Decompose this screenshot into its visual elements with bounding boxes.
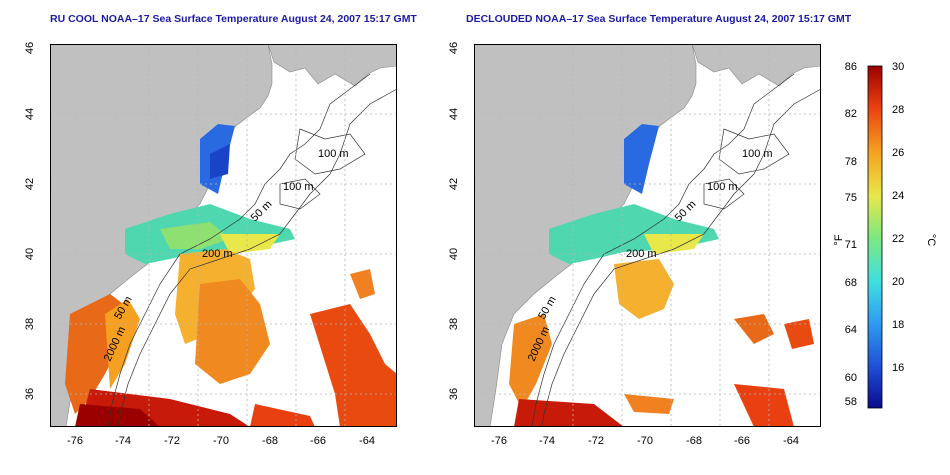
lon-tick: -64	[359, 435, 375, 447]
lon-tick: -74	[115, 435, 131, 447]
c-tick: 30	[892, 61, 904, 73]
lat-tick: 46	[448, 42, 460, 54]
f-tick: 60	[845, 372, 857, 384]
lon-tick: -68	[686, 435, 702, 447]
right-panel-title: DECLOUDED NOAA–17 Sea Surface Temperatur…	[466, 13, 852, 25]
celsius-label: °C	[925, 234, 937, 246]
c-tick: 20	[892, 276, 904, 288]
f-tick: 68	[845, 277, 857, 289]
lat-tick: 44	[448, 108, 460, 120]
right-contours	[531, 73, 821, 427]
c-tick: 28	[892, 104, 904, 116]
lat-tick: 36	[24, 388, 36, 400]
c-tick: 24	[892, 190, 904, 202]
lon-tick: -66	[310, 435, 326, 447]
lat-tick: 40	[448, 248, 460, 260]
f-tick: 71	[845, 239, 857, 251]
contour-label: 100 m	[283, 181, 314, 193]
c-tick: 22	[892, 233, 904, 245]
c-tick: 18	[892, 319, 904, 331]
right-sst-map: 100 m 100 m 50 m 200 m 50 m 2000 m	[474, 44, 821, 427]
contour-label: 200 m	[626, 248, 657, 260]
contour-label: 100 m	[318, 148, 349, 160]
lat-tick: 42	[24, 178, 36, 190]
left-sst-map: 100 m 100 m 50 m 200 m 50 m 2000 m	[50, 44, 397, 427]
left-contours	[107, 73, 397, 427]
lon-tick: -76	[67, 435, 83, 447]
f-tick: 64	[845, 324, 857, 336]
lat-tick: 44	[24, 108, 36, 120]
lon-tick: -68	[262, 435, 278, 447]
lon-tick: -72	[588, 435, 604, 447]
lat-tick: 38	[448, 318, 460, 330]
lon-tick: -76	[491, 435, 507, 447]
lon-tick: -66	[734, 435, 750, 447]
lat-tick: 40	[24, 248, 36, 260]
left-grid	[50, 44, 397, 427]
f-tick: 58	[845, 396, 857, 408]
right-map-svg: 100 m 100 m 50 m 200 m 50 m 2000 m	[474, 44, 821, 427]
lon-tick: -70	[213, 435, 229, 447]
contour-label: 100 m	[707, 181, 738, 193]
colorbar-gradient	[867, 65, 883, 409]
lon-tick: -72	[164, 435, 180, 447]
right-sst-patches	[509, 124, 814, 427]
lon-tick: -70	[637, 435, 653, 447]
lon-tick: -64	[783, 435, 799, 447]
f-tick: 86	[845, 61, 857, 73]
f-tick: 82	[845, 108, 857, 120]
left-map-svg: 100 m 100 m 50 m 200 m 50 m 2000 m	[50, 44, 397, 427]
f-tick: 75	[845, 192, 857, 204]
right-grid	[474, 44, 821, 427]
left-panel-title: RU COOL NOAA–17 Sea Surface Temperature …	[50, 13, 417, 25]
lat-tick: 36	[448, 388, 460, 400]
f-tick: 78	[845, 156, 857, 168]
lon-tick: -74	[539, 435, 555, 447]
lat-tick: 42	[448, 178, 460, 190]
c-tick: 26	[892, 147, 904, 159]
contour-label: 200 m	[202, 248, 233, 260]
fahrenheit-label: °F	[833, 234, 845, 245]
lat-tick: 46	[24, 42, 36, 54]
lat-tick: 38	[24, 318, 36, 330]
contour-label: 100 m	[742, 148, 773, 160]
c-tick: 16	[892, 362, 904, 374]
